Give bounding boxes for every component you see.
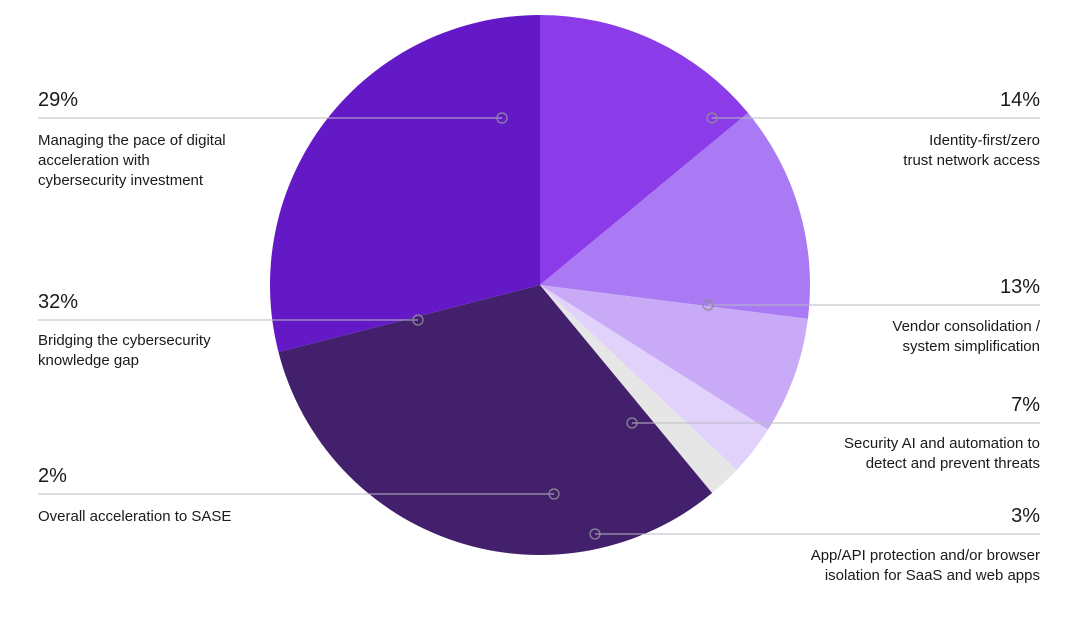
category-label-digital-pace-line-2: acceleration with bbox=[38, 152, 150, 169]
category-label-app-api-line-1: App/API protection and/or browser bbox=[811, 547, 1040, 564]
category-label-knowledge-gap-line-2: knowledge gap bbox=[38, 352, 139, 369]
category-label-security-ai-line-1: Security AI and automation to bbox=[844, 435, 1040, 452]
percent-label-sase: 2% bbox=[38, 465, 67, 487]
pie-slice-digital-pace bbox=[269, 15, 540, 353]
leader-dot-digital-pace bbox=[496, 112, 508, 124]
pie-slice-knowledge-gap bbox=[278, 285, 713, 556]
category-label-app-api-line-2: isolation for SaaS and web apps bbox=[825, 567, 1040, 584]
percent-label-digital-pace: 29% bbox=[38, 89, 78, 111]
leader-dot-vendor bbox=[702, 299, 714, 311]
pie-slice-identity bbox=[540, 15, 749, 285]
leader-dot-app-api bbox=[589, 528, 601, 540]
slice-labels: 14% Identity-first/zero trust network acce… bbox=[38, 89, 1041, 584]
category-label-digital-pace-line-3: cybersecurity investment bbox=[38, 172, 204, 189]
percent-label-vendor: 13% bbox=[1000, 276, 1040, 298]
leader-dot-security-ai bbox=[626, 417, 638, 429]
category-label-sase-line-1: Overall acceleration to SASE bbox=[38, 508, 231, 525]
pie-slice-security-ai bbox=[540, 285, 808, 430]
leader-dot-identity bbox=[706, 112, 718, 124]
category-label-digital-pace-line-1: Managing the pace of digital bbox=[38, 132, 226, 149]
pie-slices bbox=[269, 15, 810, 556]
percent-label-app-api: 3% bbox=[1011, 505, 1040, 527]
pie-slice-app-api bbox=[540, 285, 768, 470]
category-label-identity-line-1: Identity-first/zero bbox=[929, 132, 1040, 149]
pie-slice-vendor bbox=[540, 112, 810, 319]
leader-dot-sase bbox=[548, 488, 560, 500]
percent-label-knowledge-gap: 32% bbox=[38, 291, 78, 313]
category-label-identity-line-2: trust network access bbox=[903, 152, 1040, 169]
category-label-knowledge-gap-line-1: Bridging the cybersecurity bbox=[38, 332, 211, 349]
pie-slice-sase bbox=[540, 285, 737, 494]
category-label-security-ai-line-2: detect and prevent threats bbox=[866, 455, 1040, 472]
leader-lines bbox=[38, 112, 1040, 540]
category-label-vendor-line-2: system simplification bbox=[902, 338, 1040, 355]
leader-dot-knowledge-gap bbox=[412, 314, 424, 326]
category-label-vendor-line-1: Vendor consolidation / bbox=[892, 318, 1040, 335]
percent-label-identity: 14% bbox=[1000, 89, 1040, 111]
percent-label-security-ai: 7% bbox=[1011, 394, 1040, 416]
